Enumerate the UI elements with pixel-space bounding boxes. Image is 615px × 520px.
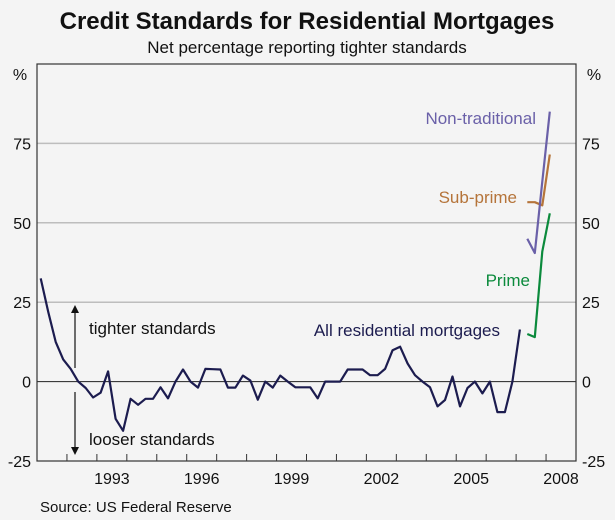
- y-tick-label-left: 75: [13, 136, 31, 153]
- x-tick-label: 2005: [453, 471, 489, 488]
- legend-sub-prime: Sub-prime: [439, 188, 517, 207]
- looser-label: looser standards: [89, 430, 215, 449]
- tighter-label: tighter standards: [89, 319, 216, 338]
- y-tick-label-right: 0: [582, 375, 591, 392]
- y-axis: -25 -25 0 0 25 25 50 50 75 75: [8, 136, 605, 471]
- x-tick-label: 1996: [184, 471, 220, 488]
- y-tick-label-right: 25: [582, 295, 600, 312]
- legend-prime: Prime: [486, 271, 530, 290]
- chart-title: Credit Standards for Residential Mortgag…: [60, 8, 555, 35]
- series-line-all-residential-mortgages: [39, 278, 521, 432]
- looser-arrow-icon: [71, 392, 79, 455]
- tighter-arrow-icon: [71, 305, 79, 368]
- gridlines: [37, 142, 576, 383]
- chart-subtitle: Net percentage reporting tighter standar…: [147, 38, 466, 57]
- x-tick-label: 1993: [94, 471, 130, 488]
- series-line-prime: [526, 213, 551, 339]
- y-tick-label-right: 50: [582, 216, 600, 233]
- legend-non-traditional: Non-traditional: [425, 109, 536, 128]
- y-tick-label-right: -25: [582, 454, 605, 471]
- x-tick-label: 1999: [274, 471, 310, 488]
- y-tick-label-right: 75: [582, 136, 600, 153]
- x-tick-label: 2008: [543, 471, 579, 488]
- y-tick-label-left: -25: [8, 454, 31, 471]
- source-note: Source: US Federal Reserve: [40, 499, 232, 516]
- x-tick-label: 2002: [364, 471, 400, 488]
- y-unit-right: %: [587, 67, 601, 84]
- y-tick-label-left: 25: [13, 295, 31, 312]
- series-line-non-traditional: [526, 111, 551, 255]
- y-tick-label-left: 50: [13, 216, 31, 233]
- series-lines: [39, 111, 551, 432]
- plot-frame: [36, 63, 577, 462]
- y-tick-label-left: 0: [22, 375, 31, 392]
- x-axis: 1993 1996 1999 2002 2005 2008: [66, 454, 579, 488]
- y-unit-left: %: [13, 67, 27, 84]
- legend-all-residential: All residential mortgages: [314, 321, 500, 340]
- series-line-sub-prime: [527, 154, 551, 207]
